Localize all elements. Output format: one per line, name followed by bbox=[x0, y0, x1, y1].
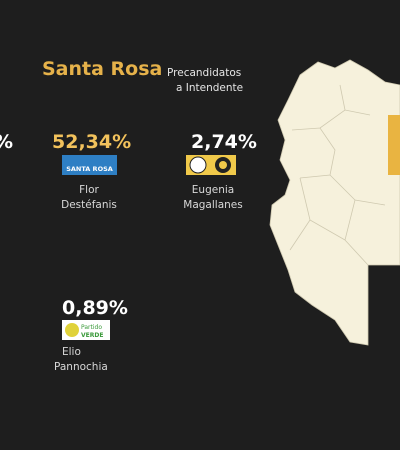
province-map bbox=[269, 59, 400, 346]
party-logo bbox=[186, 155, 236, 175]
candidate-name: Flor bbox=[79, 184, 99, 196]
percentage: 0,89% bbox=[62, 297, 128, 319]
percentage: 52,34% bbox=[52, 131, 131, 153]
party-logo bbox=[62, 155, 117, 175]
party-name: SANTA ROSA bbox=[66, 165, 113, 173]
party-logo bbox=[62, 320, 110, 340]
candidate-name: Pannochia bbox=[54, 361, 108, 373]
candidate-name: Destéfanis bbox=[61, 199, 117, 211]
candidate-name: Eugenia bbox=[192, 184, 234, 196]
title: Santa Rosa bbox=[42, 58, 162, 80]
subtitle: Precandidatos bbox=[167, 67, 241, 79]
party-name: VERDE bbox=[81, 332, 103, 339]
party-name: Partido bbox=[81, 324, 102, 331]
subtitle: a Intendente bbox=[176, 82, 243, 94]
percentage: 2,74% bbox=[191, 131, 257, 153]
cut-label: % bbox=[0, 131, 13, 153]
candidate-name: Elio bbox=[62, 346, 81, 358]
candidate-name: Magallanes bbox=[183, 199, 242, 211]
